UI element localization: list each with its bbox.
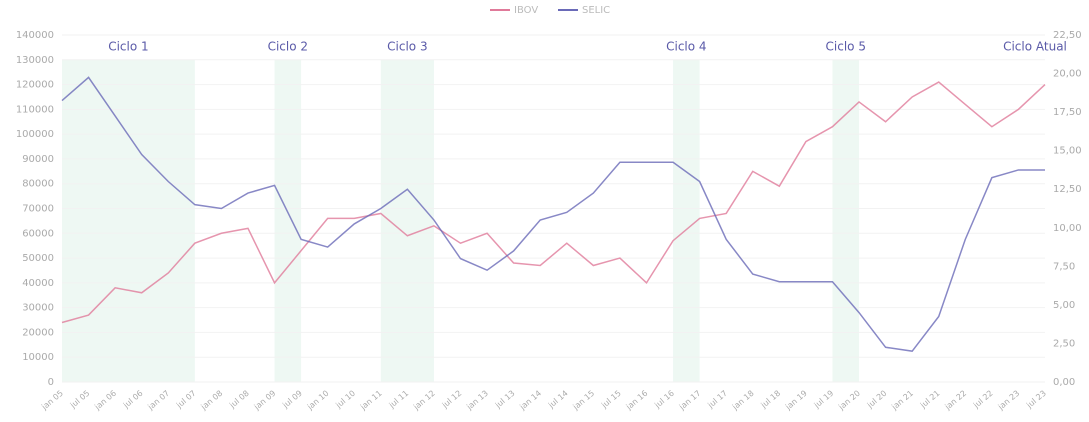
x-tick-label: jan 18: [730, 389, 756, 413]
x-tick-label: jan 20: [836, 389, 862, 413]
series-line: [61, 81, 1046, 324]
y2-tick-label: 20,00: [1053, 69, 1082, 80]
x-tick-label: jul 06: [121, 389, 145, 411]
y-tick-label: 120000: [16, 80, 54, 91]
x-tick-label: jul 15: [599, 389, 623, 411]
x-tick-label: jul 19: [812, 389, 836, 411]
x-tick-label: jan 06: [92, 389, 118, 413]
y2-tick-label: 17,50: [1053, 107, 1082, 118]
cycle-band: [673, 60, 700, 382]
x-tick-label: jul 22: [971, 389, 995, 411]
cycle-band: [832, 60, 860, 382]
x-tick-label: jan 10: [305, 389, 331, 413]
x-tick-label: jul 11: [387, 389, 411, 411]
x-tick-label: jan 17: [677, 389, 703, 413]
x-tick-label: jan 21: [889, 389, 915, 413]
x-tick-label: jan 16: [624, 389, 650, 413]
x-tick-label: jan 11: [358, 389, 384, 413]
y2-tick-label: 10,00: [1053, 223, 1082, 234]
x-tick-label: jan 13: [464, 389, 490, 413]
x-tick-label: jul 20: [865, 389, 889, 411]
y-tick-label: 20000: [22, 327, 54, 338]
x-tick-label: jan 09: [252, 389, 278, 413]
y2-tick-label: 5,00: [1053, 300, 1075, 311]
x-tick-label: jan 15: [571, 389, 597, 413]
cycle-label: Ciclo 5: [826, 40, 866, 54]
y2-tick-label: 7,50: [1053, 261, 1075, 272]
y-tick-label: 50000: [22, 253, 54, 264]
y-tick-label: 30000: [22, 303, 54, 314]
x-tick-label: jan 14: [517, 389, 543, 413]
x-tick-label: jan 05: [39, 389, 65, 413]
x-tick-label: jul 14: [546, 389, 570, 411]
y2-tick-label: 0,00: [1053, 377, 1075, 388]
series-line: [61, 76, 1045, 352]
y-tick-label: 100000: [16, 129, 54, 140]
y2-tick-label: 22,50: [1053, 30, 1082, 41]
cycle-band: [62, 60, 195, 382]
x-tick-label: jul 10: [334, 389, 358, 411]
x-tick-label: jul 07: [174, 389, 198, 411]
y-tick-label: 60000: [22, 228, 54, 239]
y2-tick-label: 15,00: [1053, 146, 1082, 157]
y2-tick-label: 12,50: [1053, 184, 1082, 195]
y2-tick-label: 2,50: [1053, 338, 1075, 349]
y-tick-label: 0: [48, 377, 54, 388]
x-tick-label: jul 12: [440, 389, 464, 411]
y-tick-label: 70000: [22, 204, 54, 215]
y-tick-label: 130000: [16, 55, 54, 66]
x-tick-label: jul 09: [280, 389, 304, 411]
y-tick-label: 110000: [16, 104, 54, 115]
x-tick-label: jan 22: [943, 389, 969, 413]
x-tick-label: jan 23: [996, 389, 1022, 413]
y-tick-label: 80000: [22, 179, 54, 190]
x-tick-label: jul 18: [759, 389, 783, 411]
y-tick-label: 40000: [22, 278, 54, 289]
y-tick-label: 10000: [22, 352, 54, 363]
y-tick-label: 140000: [16, 30, 54, 41]
cycle-label: Ciclo 1: [108, 40, 148, 54]
x-tick-label: jul 21: [918, 389, 942, 411]
x-tick-label: jul 16: [652, 389, 676, 411]
x-tick-label: jan 12: [411, 389, 437, 413]
x-tick-label: jul 08: [227, 389, 251, 411]
cycle-label: Ciclo 3: [387, 40, 427, 54]
legend-label: SELIC: [582, 5, 610, 16]
x-tick-label: jan 07: [146, 389, 172, 413]
x-tick-label: jan 08: [199, 389, 225, 413]
cycle-band: [274, 60, 302, 382]
x-tick-label: jan 19: [783, 389, 809, 413]
y-tick-label: 90000: [22, 154, 54, 165]
x-tick-label: jul 23: [1024, 389, 1048, 411]
x-tick-label: jul 05: [68, 389, 92, 411]
x-tick-label: jul 13: [493, 389, 517, 411]
cycle-label: Ciclo Atual: [1003, 40, 1067, 54]
legend-label: IBOV: [514, 5, 538, 16]
x-tick-label: jul 17: [705, 389, 729, 411]
cycle-label: Ciclo 2: [268, 40, 308, 54]
cycle-label: Ciclo 4: [666, 40, 706, 54]
